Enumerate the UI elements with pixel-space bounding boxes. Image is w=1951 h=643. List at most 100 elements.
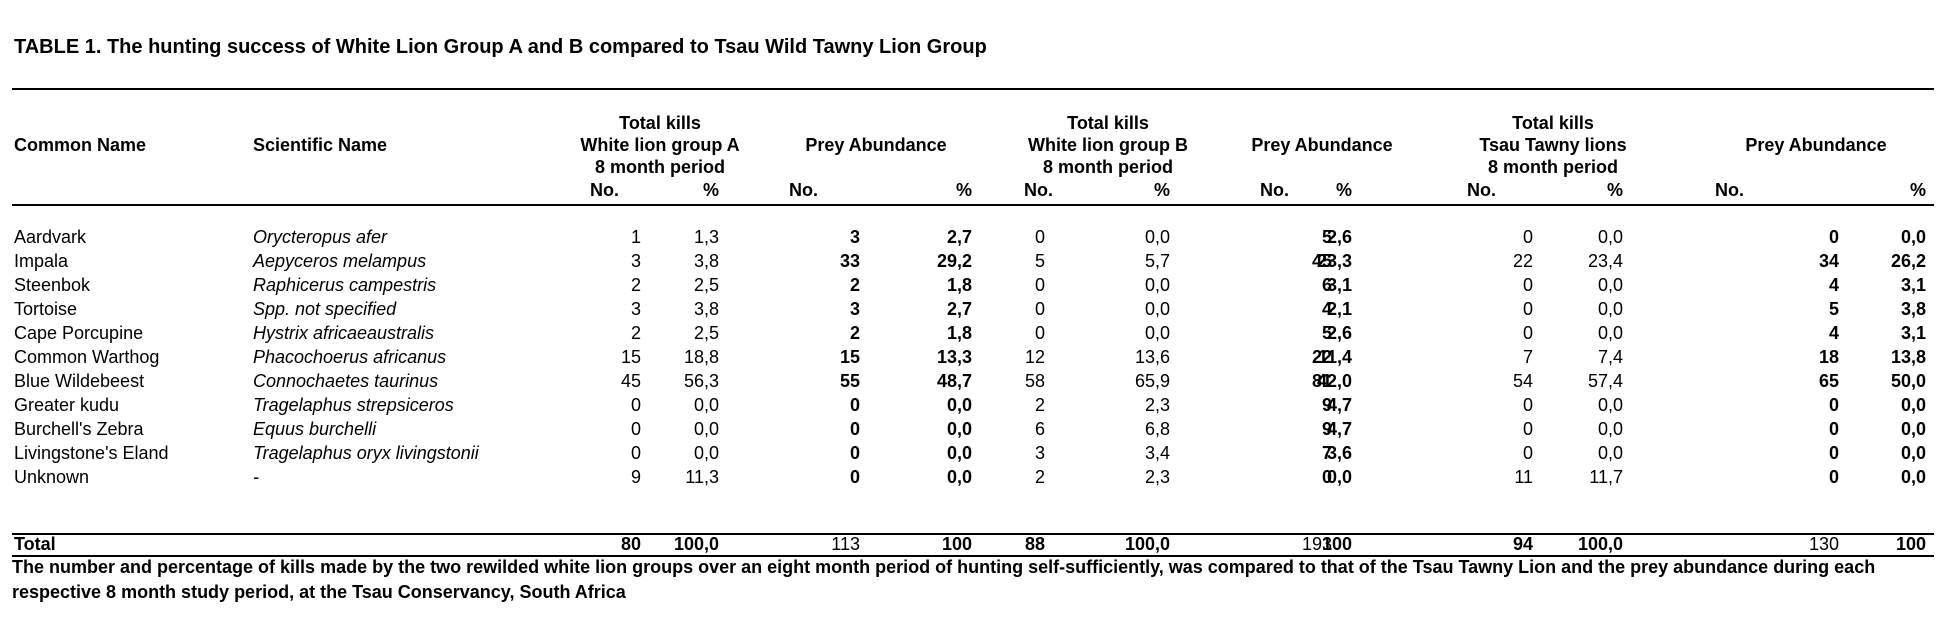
total-pct-value: 100 bbox=[1321, 534, 1352, 554]
subheader-no: No. bbox=[590, 180, 619, 200]
row-pct-value: 2,5 bbox=[693, 275, 719, 295]
row-pct-value: 0,0 bbox=[1597, 323, 1623, 343]
row-pct-value: 2,1 bbox=[1326, 299, 1352, 319]
row-pct-value: 23,4 bbox=[1587, 251, 1623, 271]
row-no-value: 58 bbox=[1024, 371, 1045, 391]
row-no-value: 0 bbox=[849, 467, 860, 487]
row-pct-value: 3,1 bbox=[1326, 275, 1352, 295]
row-no-value: 1 bbox=[630, 227, 641, 247]
header-group-b-line1: Total kills bbox=[1067, 113, 1149, 133]
subheader-pct: % bbox=[702, 180, 719, 200]
row-pct-value: 0,0 bbox=[1144, 227, 1170, 247]
subheader-no: No. bbox=[1467, 180, 1496, 200]
header-scientific-name: Scientific Name bbox=[253, 135, 388, 155]
total-no-value: 88 bbox=[1024, 534, 1045, 554]
row-no-value: 0 bbox=[1828, 395, 1839, 415]
row-pct-value: 6,8 bbox=[1144, 419, 1170, 439]
row-no-value: 0 bbox=[1522, 299, 1533, 319]
row-no-value: 0 bbox=[1034, 323, 1045, 343]
row-no-value: 22 bbox=[1512, 251, 1533, 271]
row-no-value: 2 bbox=[849, 323, 860, 343]
total-pct-value: 100 bbox=[941, 534, 972, 554]
row-pct-value: 0,0 bbox=[1597, 227, 1623, 247]
row-pct-value: 0,0 bbox=[1326, 467, 1352, 487]
row-common-name: Livingstone's Eland bbox=[14, 443, 169, 463]
header-group-b-line3: 8 month period bbox=[1043, 157, 1173, 177]
row-scientific-name: - bbox=[253, 467, 259, 487]
subheader-pct: % bbox=[1606, 180, 1623, 200]
row-no-value: 0 bbox=[630, 443, 641, 463]
row-no-value: 0 bbox=[1828, 467, 1839, 487]
row-pct-value: 56,3 bbox=[683, 371, 719, 391]
row-no-value: 65 bbox=[1818, 371, 1839, 391]
row-pct-value: 42,0 bbox=[1316, 371, 1352, 391]
row-no-value: 5 bbox=[1321, 227, 1332, 247]
subheader-pct: % bbox=[1335, 180, 1352, 200]
row-pct-value: 0,0 bbox=[1900, 443, 1926, 463]
row-pct-value: 4,7 bbox=[1326, 419, 1352, 439]
row-pct-value: 2,6 bbox=[1326, 323, 1352, 343]
row-pct-value: 18,8 bbox=[683, 347, 719, 367]
row-pct-value: 0,0 bbox=[1144, 275, 1170, 295]
row-common-name: Aardvark bbox=[14, 227, 87, 247]
total-bottom-rule bbox=[12, 555, 1934, 557]
row-scientific-name: Orycteropus afer bbox=[253, 227, 388, 247]
row-no-value: 7 bbox=[1522, 347, 1533, 367]
row-no-value: 5 bbox=[1034, 251, 1045, 271]
row-no-value: 34 bbox=[1818, 251, 1839, 271]
row-no-value: 15 bbox=[620, 347, 641, 367]
row-pct-value: 23,3 bbox=[1316, 251, 1352, 271]
header-tsau-line1: Total kills bbox=[1512, 113, 1594, 133]
subheader-pct: % bbox=[955, 180, 972, 200]
row-scientific-name: Equus burchelli bbox=[253, 419, 377, 439]
header-group-a-line1: Total kills bbox=[619, 113, 701, 133]
row-pct-value: 48,7 bbox=[936, 371, 972, 391]
row-common-name: Greater kudu bbox=[14, 395, 120, 415]
row-pct-value: 3,4 bbox=[1144, 443, 1170, 463]
row-no-value: 0 bbox=[1828, 443, 1839, 463]
header-rule bbox=[12, 204, 1934, 206]
row-no-value: 0 bbox=[1034, 227, 1045, 247]
row-common-name: Cape Porcupine bbox=[14, 323, 144, 343]
row-pct-value: 3,8 bbox=[693, 251, 719, 271]
row-pct-value: 0,0 bbox=[946, 443, 972, 463]
total-pct-value: 100,0 bbox=[1577, 534, 1623, 554]
header-group-a-line3: 8 month period bbox=[595, 157, 725, 177]
row-no-value: 4 bbox=[1828, 275, 1839, 295]
row-no-value: 0 bbox=[849, 419, 860, 439]
header-prey-b: Prey Abundance bbox=[1251, 135, 1393, 155]
row-scientific-name: Raphicerus campestris bbox=[253, 275, 437, 295]
row-no-value: 6 bbox=[1321, 275, 1332, 295]
row-scientific-name: Phacochoerus africanus bbox=[253, 347, 447, 367]
row-common-name: Steenbok bbox=[14, 275, 91, 295]
row-no-value: 3 bbox=[630, 299, 641, 319]
row-pct-value: 0,0 bbox=[1900, 467, 1926, 487]
row-no-value: 0 bbox=[1522, 443, 1533, 463]
row-pct-value: 65,9 bbox=[1134, 371, 1170, 391]
row-pct-value: 13,8 bbox=[1890, 347, 1926, 367]
row-no-value: 0 bbox=[1522, 275, 1533, 295]
total-no-value: 113 bbox=[831, 534, 860, 554]
row-scientific-name: Connochaetes taurinus bbox=[253, 371, 439, 391]
header-common-name: Common Name bbox=[14, 135, 147, 155]
row-no-value: 0 bbox=[849, 443, 860, 463]
row-no-value: 3 bbox=[630, 251, 641, 271]
row-pct-value: 2,3 bbox=[1144, 467, 1170, 487]
row-pct-value: 2,7 bbox=[946, 227, 972, 247]
top-rule bbox=[12, 88, 1934, 90]
header-tsau-line3: 8 month period bbox=[1488, 157, 1618, 177]
row-pct-value: 3,1 bbox=[1900, 323, 1926, 343]
total-top-rule bbox=[12, 533, 1934, 535]
row-pct-value: 5,7 bbox=[1144, 251, 1170, 271]
row-no-value: 5 bbox=[1321, 323, 1332, 343]
row-no-value: 11 bbox=[1514, 467, 1533, 487]
row-no-value: 0 bbox=[849, 395, 860, 415]
row-common-name: Blue Wildebeest bbox=[14, 371, 145, 391]
row-scientific-name: Hystrix africaeaustralis bbox=[253, 323, 435, 343]
row-no-value: 0 bbox=[630, 395, 641, 415]
row-no-value: 33 bbox=[839, 251, 860, 271]
row-pct-value: 1,8 bbox=[946, 275, 972, 295]
header-group-b-line2: White lion group B bbox=[1028, 135, 1188, 155]
row-pct-value: 4,7 bbox=[1326, 395, 1352, 415]
row-no-value: 0 bbox=[1034, 299, 1045, 319]
